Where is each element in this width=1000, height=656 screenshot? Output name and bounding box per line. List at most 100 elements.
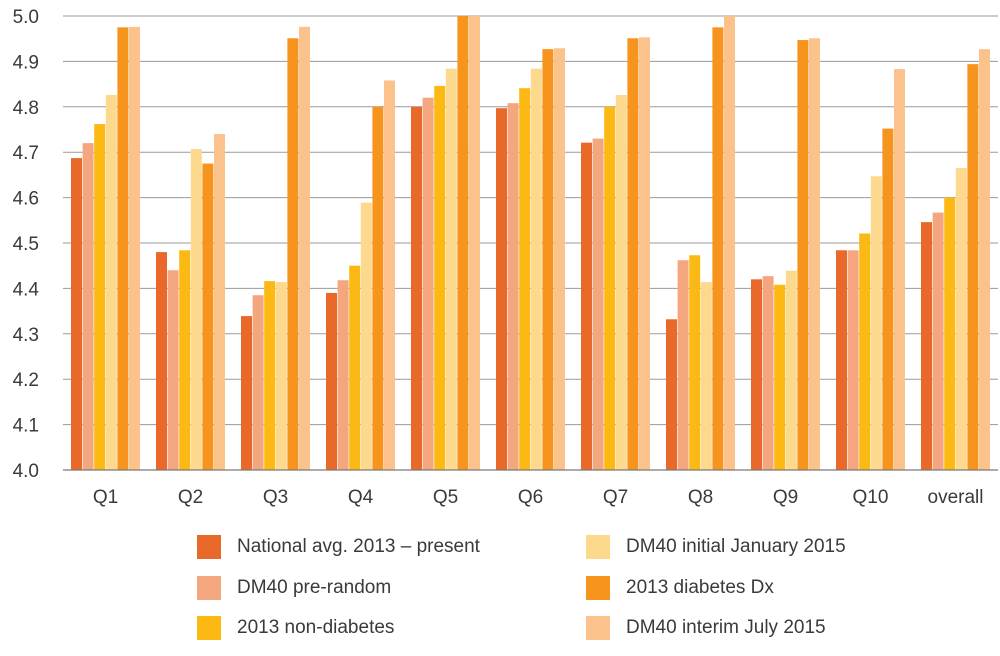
bar: [445, 68, 457, 470]
y-tick-label: 4.0: [13, 461, 39, 482]
bar: [360, 202, 372, 470]
bar: [82, 143, 94, 470]
x-tick-label: Q7: [603, 487, 628, 508]
x-axis-tick-labels: Q1 Q2 Q3 Q4 Q5 Q6 Q7 Q8 Q9 Q10 overall: [93, 487, 984, 508]
bar: [894, 69, 905, 471]
bar: [71, 158, 82, 471]
bar: [94, 124, 106, 470]
bar: [870, 176, 882, 470]
bar: [117, 27, 129, 470]
bar-group-q8: [666, 16, 735, 470]
y-tick-label: 4.2: [13, 370, 39, 391]
y-tick-label: 4.5: [13, 234, 39, 255]
bar: [627, 38, 639, 470]
bar: [944, 197, 956, 470]
x-tick-label: Q1: [93, 487, 118, 508]
bar: [581, 142, 592, 470]
bar: [859, 233, 871, 470]
bar: [809, 38, 820, 470]
bar: [105, 94, 117, 470]
bar: [156, 252, 167, 470]
bar: [422, 97, 434, 470]
bar: [932, 212, 944, 470]
bar: [337, 280, 349, 470]
x-tick-label: overall: [928, 487, 984, 508]
bar: [434, 85, 446, 470]
bar-group-q4: [326, 80, 395, 471]
bar: [797, 40, 809, 470]
bar: [241, 316, 252, 470]
bar: [592, 138, 604, 470]
bar: [167, 270, 179, 470]
bar: [469, 16, 480, 470]
bar: [554, 48, 565, 470]
bar: [496, 108, 507, 471]
y-tick-label: 4.6: [13, 189, 39, 210]
bar: [129, 26, 140, 471]
y-tick-label: 4.1: [13, 416, 39, 437]
bar: [507, 103, 519, 470]
bar: [202, 163, 214, 471]
bar: [326, 292, 337, 470]
x-tick-label: Q4: [348, 487, 374, 508]
bar: [785, 270, 797, 470]
bar: [384, 80, 395, 470]
bar: [724, 16, 735, 470]
bar: [666, 319, 677, 470]
bar: [264, 281, 276, 470]
y-axis-tick-labels: 4.0 4.1 4.2 4.3 4.4 4.5 4.6 4.7 4.8 4.9 5.0: [13, 7, 40, 482]
bar: [190, 149, 202, 470]
y-tick-label: 4.9: [13, 52, 39, 73]
bar: [882, 128, 894, 471]
bar: [751, 279, 762, 470]
x-tick-label: Q6: [518, 487, 543, 508]
bar: [542, 49, 554, 470]
x-tick-label: Q10: [853, 487, 889, 508]
bar: [836, 250, 847, 470]
bar: [372, 106, 384, 471]
bar: [214, 134, 225, 471]
bar: [457, 16, 469, 470]
bar: [700, 282, 712, 470]
bar: [774, 284, 786, 470]
bar-group-q1: [71, 26, 140, 471]
bar: [921, 222, 932, 470]
bar-group-q2: [156, 134, 225, 471]
bar: [299, 26, 310, 471]
x-tick-label: Q9: [773, 487, 798, 508]
bar: [979, 49, 990, 470]
y-tick-label: 5.0: [13, 7, 39, 28]
x-tick-label: Q5: [433, 487, 458, 508]
bar-group-q3: [241, 26, 310, 471]
bar: [275, 282, 287, 470]
y-tick-label: 4.7: [13, 143, 39, 164]
bar: [615, 94, 627, 470]
bar: [955, 168, 967, 470]
bar: [411, 106, 422, 471]
bar: [967, 64, 979, 471]
bar: [847, 250, 859, 470]
bar-group-q9: [751, 38, 820, 470]
bar: [762, 276, 774, 470]
bar: [519, 88, 531, 470]
bar: [349, 265, 361, 470]
y-tick-label: 4.4: [13, 279, 40, 300]
y-tick-label: 4.3: [13, 325, 39, 346]
bar: [179, 250, 191, 470]
bar: [604, 106, 616, 471]
bar: [287, 38, 299, 470]
y-tick-label: 4.8: [13, 98, 39, 119]
bar-group-overall: [921, 49, 990, 471]
bar-group-q10: [836, 69, 905, 471]
bar: [530, 68, 542, 470]
bar: [639, 37, 650, 470]
bar: [252, 295, 264, 470]
x-tick-label: Q3: [263, 487, 288, 508]
x-tick-label: Q2: [178, 487, 203, 508]
bar: [712, 27, 724, 470]
bar-group-q7: [581, 37, 650, 471]
bars: [71, 16, 990, 471]
bar-group-q6: [496, 48, 565, 471]
